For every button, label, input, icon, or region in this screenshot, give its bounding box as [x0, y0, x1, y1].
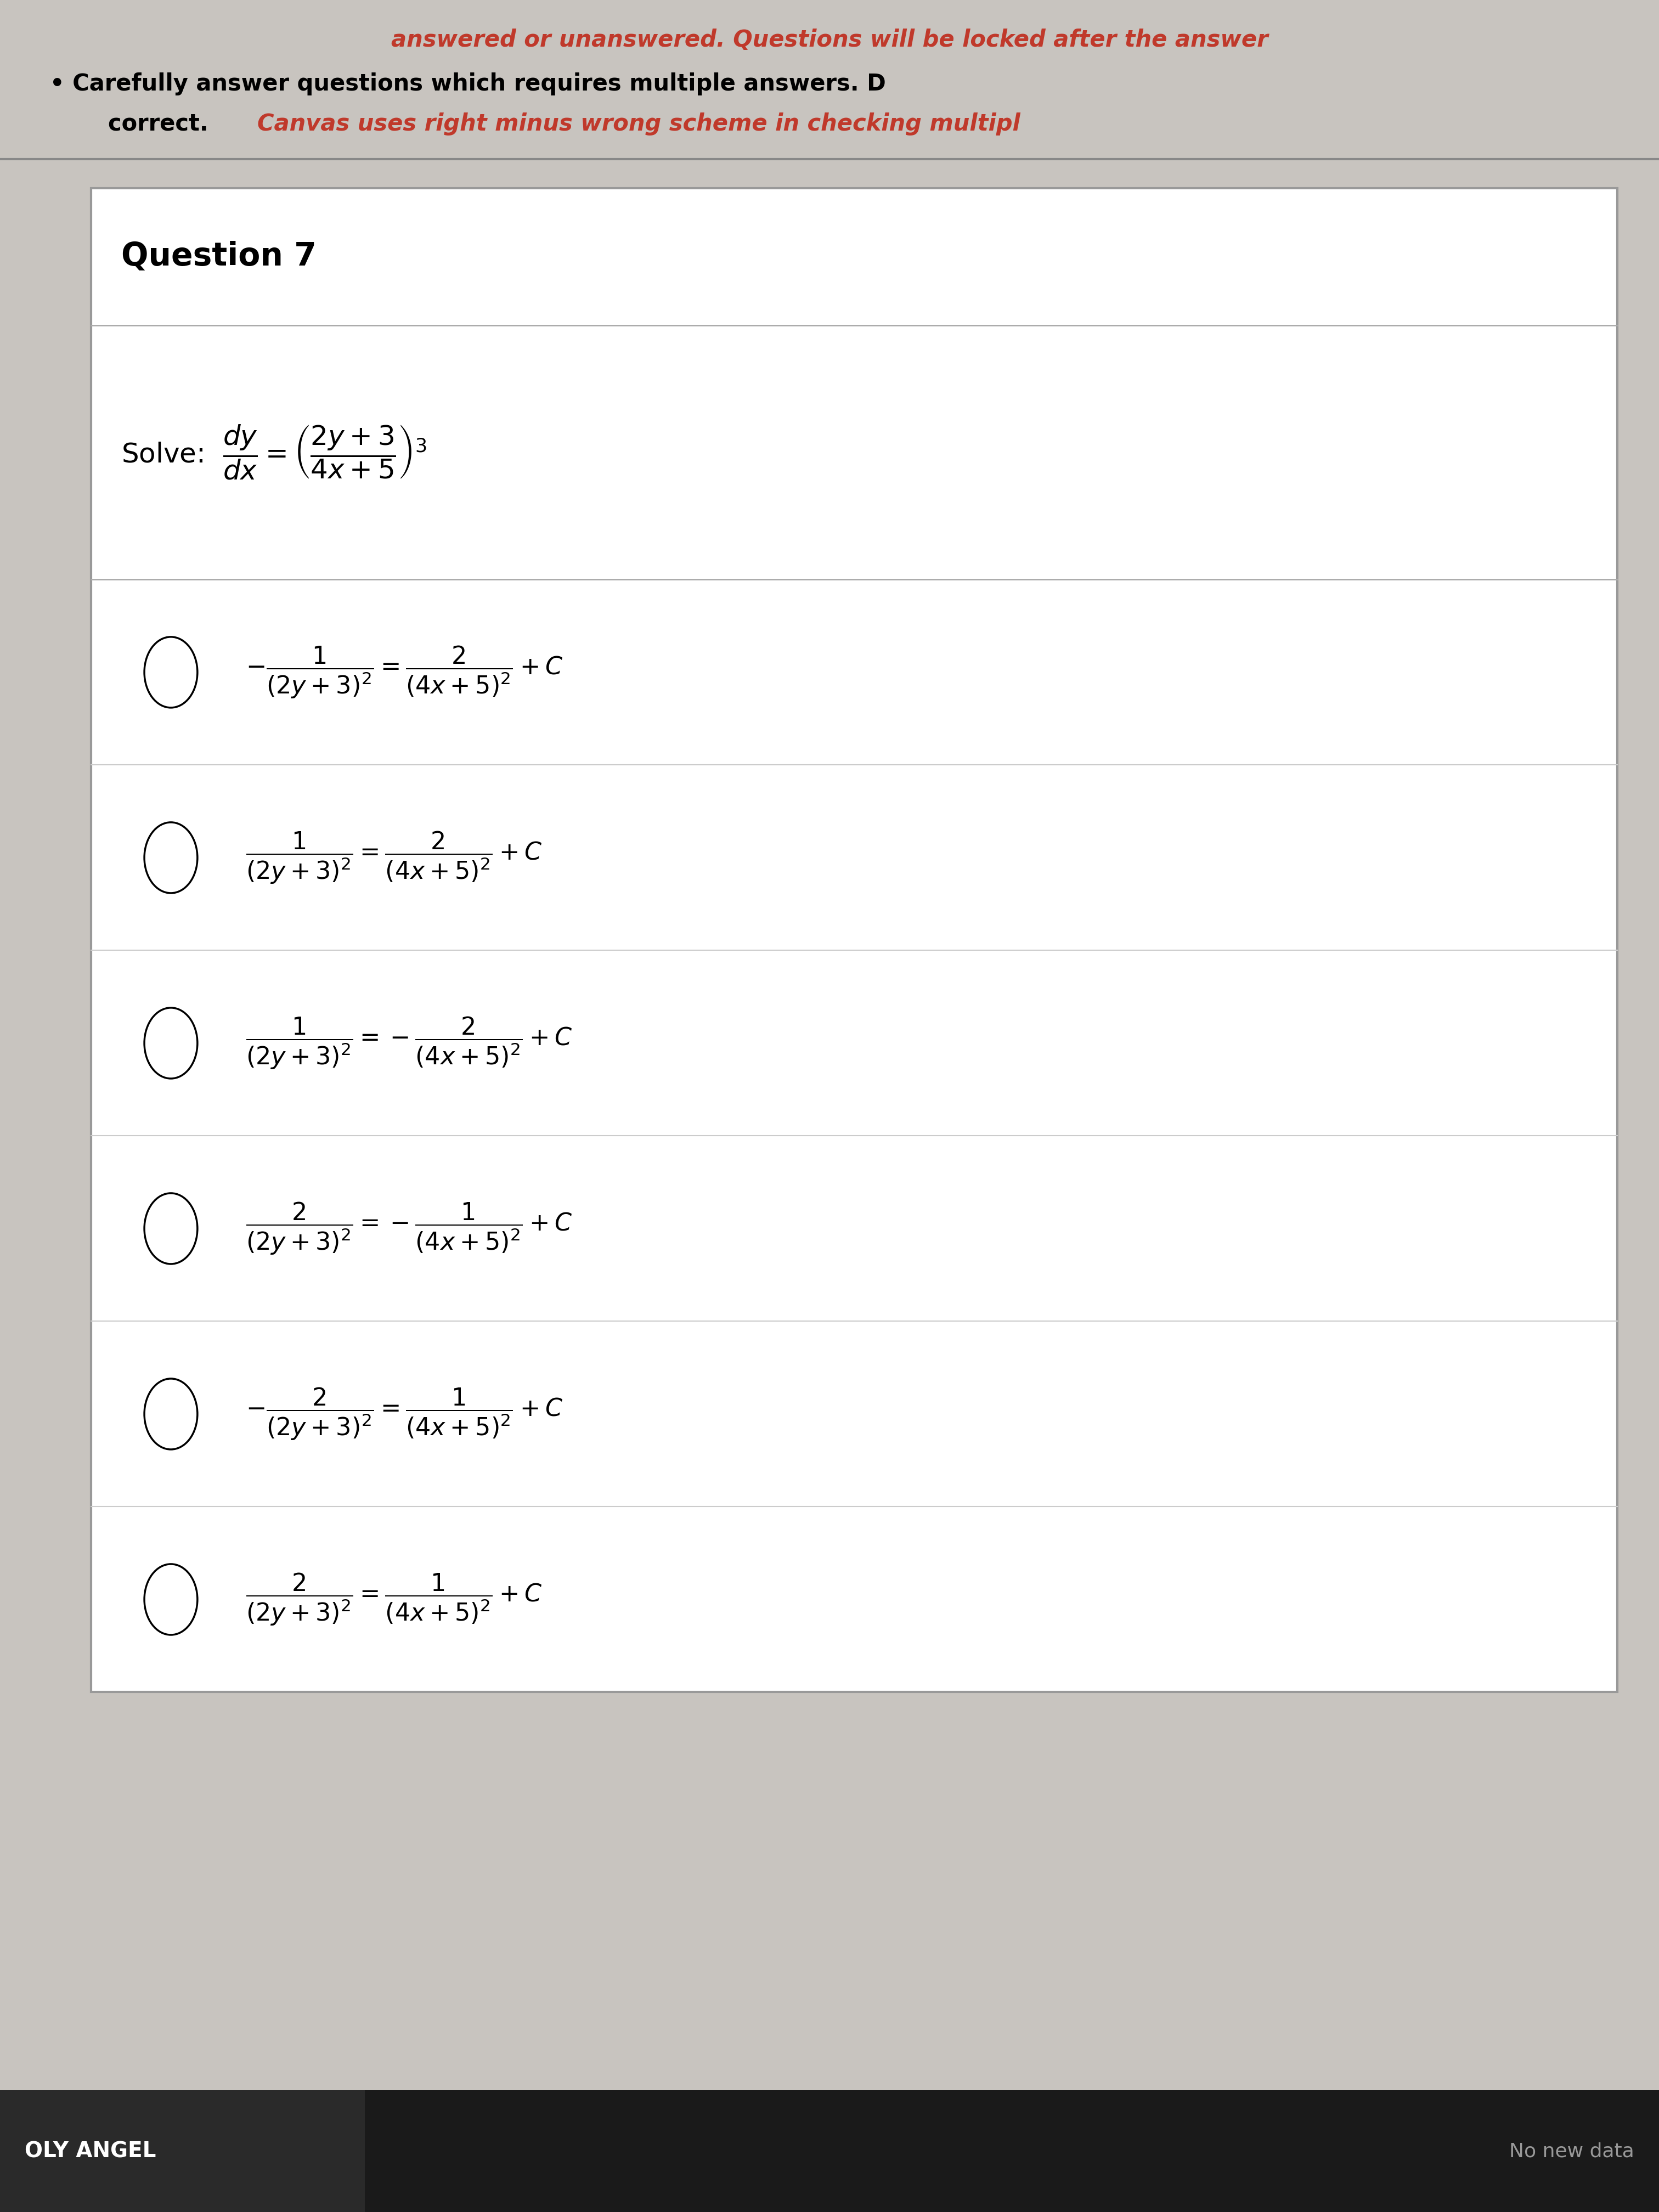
- Text: $\dfrac{1}{(2y+3)^2} = \dfrac{2}{(4x+5)^2} + C$: $\dfrac{1}{(2y+3)^2} = \dfrac{2}{(4x+5)^…: [246, 830, 542, 885]
- Text: $\dfrac{2}{(2y+3)^2} = -\dfrac{1}{(4x+5)^2} + C$: $\dfrac{2}{(2y+3)^2} = -\dfrac{1}{(4x+5)…: [246, 1201, 572, 1256]
- Text: • Carefully answer questions which requires multiple answers. D: • Carefully answer questions which requi…: [50, 73, 886, 95]
- FancyBboxPatch shape: [91, 188, 1618, 1692]
- Text: $\dfrac{1}{(2y+3)^2} = -\dfrac{2}{(4x+5)^2} + C$: $\dfrac{1}{(2y+3)^2} = -\dfrac{2}{(4x+5)…: [246, 1015, 572, 1071]
- Text: correct.: correct.: [108, 113, 216, 135]
- Text: $\dfrac{2}{(2y+3)^2} = \dfrac{1}{(4x+5)^2} + C$: $\dfrac{2}{(2y+3)^2} = \dfrac{1}{(4x+5)^…: [246, 1571, 542, 1628]
- Text: $-\dfrac{1}{(2y+3)^2} = \dfrac{2}{(4x+5)^2} + C$: $-\dfrac{1}{(2y+3)^2} = \dfrac{2}{(4x+5)…: [246, 644, 562, 701]
- Text: $-\dfrac{2}{(2y+3)^2} = \dfrac{1}{(4x+5)^2} + C$: $-\dfrac{2}{(2y+3)^2} = \dfrac{1}{(4x+5)…: [246, 1387, 562, 1442]
- FancyBboxPatch shape: [0, 2090, 365, 2212]
- Text: Solve:  $\dfrac{dy}{dx} = \left(\dfrac{2y+3}{4x+5}\right)^3$: Solve: $\dfrac{dy}{dx} = \left(\dfrac{2y…: [121, 422, 426, 482]
- Text: Canvas uses right minus wrong scheme in checking multipl: Canvas uses right minus wrong scheme in …: [257, 113, 1020, 135]
- Text: answered or unanswered. Questions will be locked after the answer: answered or unanswered. Questions will b…: [392, 29, 1267, 51]
- Text: Question 7: Question 7: [121, 241, 317, 272]
- FancyBboxPatch shape: [0, 2090, 1659, 2212]
- Text: No new data: No new data: [1510, 2141, 1634, 2161]
- Text: OLY ANGEL: OLY ANGEL: [25, 2141, 156, 2161]
